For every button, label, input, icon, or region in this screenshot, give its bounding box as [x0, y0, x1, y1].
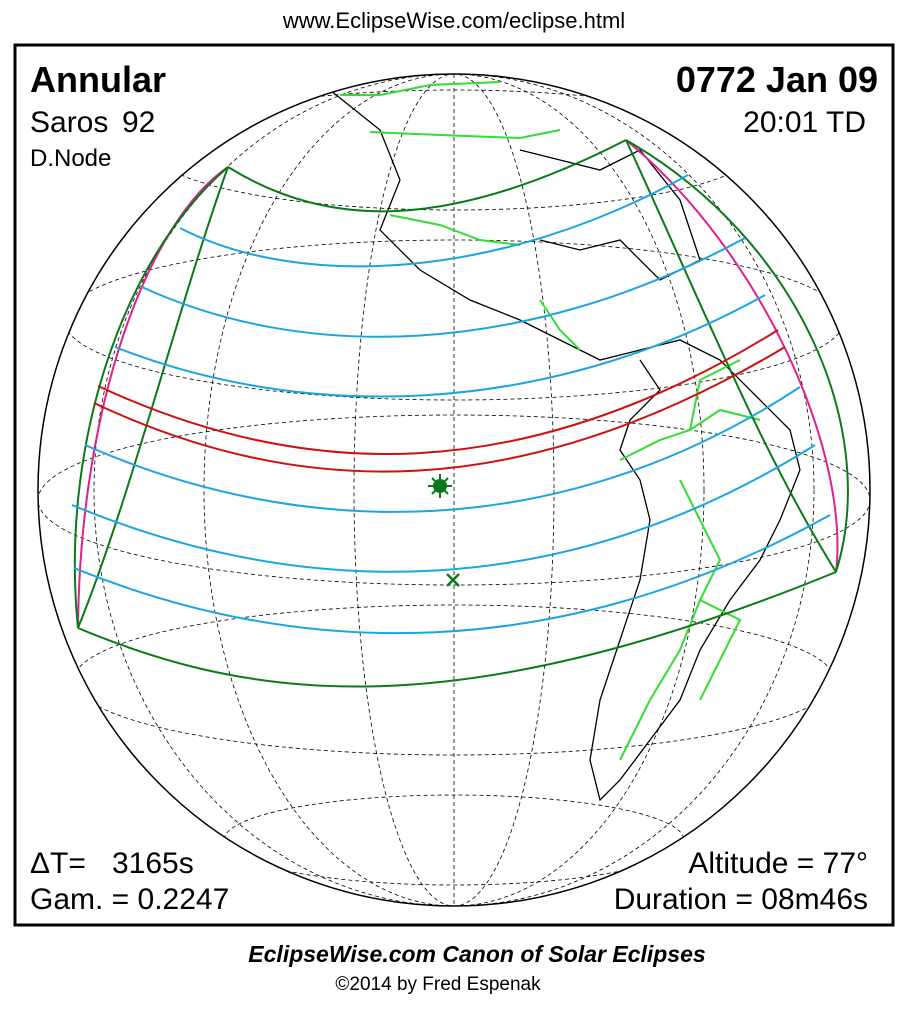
coastline — [329, 89, 801, 802]
outer-curve — [73, 166, 229, 629]
borders — [340, 81, 761, 761]
magnitude-line — [114, 294, 766, 398]
date: 0772 Jan 09 — [676, 59, 878, 100]
duration: Duration = 08m46s — [614, 883, 868, 916]
node: D.Node — [30, 145, 111, 172]
delta-t-label: ΔT= — [30, 847, 86, 880]
coastline — [519, 149, 701, 281]
limit-line — [625, 139, 839, 573]
rise-set-curve — [77, 166, 229, 629]
outer-curve — [625, 139, 849, 573]
eclipse-type: Annular — [30, 59, 166, 100]
magnitude-line — [73, 514, 831, 635]
globe — [37, 73, 871, 907]
penumbra-limit — [227, 139, 627, 213]
magnitude-line — [141, 237, 746, 338]
meridian — [203, 74, 705, 906]
saros-label: Saros — [30, 106, 108, 139]
limit-line — [77, 166, 229, 629]
footer-title: EclipseWise.com Canon of Solar Eclipses — [248, 941, 705, 967]
penumbra-limit — [77, 571, 837, 688]
central-path-limit — [97, 329, 779, 456]
magnitude-line — [84, 386, 801, 513]
altitude: Altitude = 77° — [688, 847, 868, 880]
greatest-eclipse-marker — [428, 474, 452, 498]
url: www.EclipseWise.com/eclipse.html — [282, 8, 625, 33]
saros-number: 92 — [122, 106, 155, 139]
land — [329, 81, 801, 802]
delta-t: 3165s — [112, 847, 194, 880]
footer-credit: ©2014 by Fred Espenak — [335, 974, 541, 995]
sub-solar-marker — [446, 573, 460, 587]
time: 20:01 TD — [743, 106, 866, 139]
meridian — [93, 74, 815, 906]
magnitude-line — [71, 444, 816, 573]
gamma: Gam. = 0.2247 — [30, 883, 229, 916]
magnitude-line — [179, 174, 689, 268]
central-path-limit — [93, 346, 786, 473]
meridian — [353, 74, 555, 906]
rise-set-curve — [625, 139, 837, 573]
